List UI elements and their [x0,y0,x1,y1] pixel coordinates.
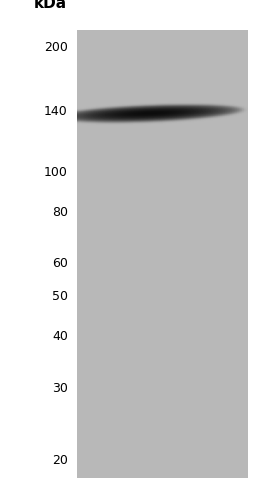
Text: kDa: kDa [34,0,67,11]
